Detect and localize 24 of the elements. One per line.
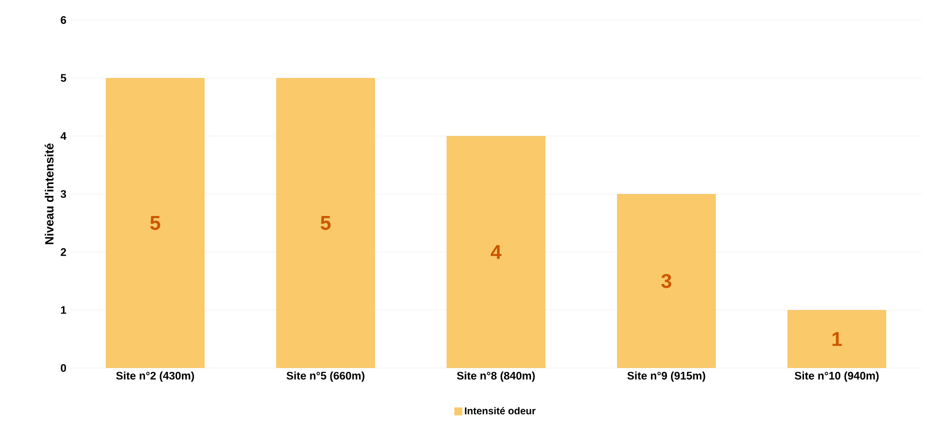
y-axis-title: Niveau d'intensité	[44, 144, 54, 244]
bar	[616, 194, 716, 368]
x-tick-label: Site n°9 (915m)	[627, 372, 706, 382]
bar	[106, 78, 205, 368]
data-label: 4	[490, 245, 502, 259]
data-label: 3	[661, 274, 672, 288]
y-tick-label: 6	[60, 16, 66, 24]
y-tick-label: 3	[60, 190, 66, 198]
bar	[787, 310, 886, 368]
y-tick-label: 4	[60, 132, 66, 140]
y-tick-label: 0	[60, 364, 66, 372]
x-tick-label: Site n°5 (660m)	[286, 372, 364, 382]
data-label: 5	[320, 216, 331, 230]
x-tick-label: Site n°10 (940m)	[794, 372, 879, 382]
y-tick-label: 1	[61, 306, 66, 314]
y-tick-label: 2	[60, 248, 66, 256]
data-label: 1	[832, 332, 842, 346]
legend-label: Intensité odeur	[464, 406, 536, 414]
bar	[446, 136, 546, 368]
x-tick-label: Site n°2 (430m)	[116, 372, 194, 382]
y-tick-label: 5	[60, 74, 66, 82]
data-label: 5	[150, 216, 160, 230]
x-tick-label: Site n°8 (840m)	[456, 372, 535, 382]
bar	[276, 78, 376, 368]
